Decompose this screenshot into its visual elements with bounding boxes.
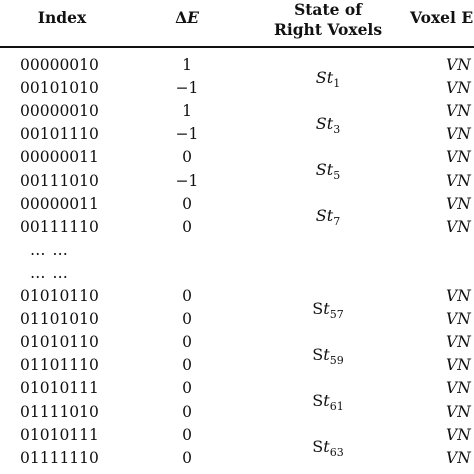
- header-voxel: Voxel E: [410, 8, 474, 27]
- voxel-cell: VN: [446, 79, 471, 98]
- index-cell: 00000010: [20, 56, 99, 74]
- ellipsis-row: … …: [30, 240, 69, 259]
- state-symbol: t: [323, 437, 330, 457]
- delta-variable: E: [187, 8, 199, 27]
- index-cell: 01111110: [20, 448, 99, 467]
- state-symbol: St: [315, 67, 334, 87]
- header-state-line-2: Right Voxels: [273, 20, 383, 39]
- index-cell: 00000011: [20, 194, 99, 213]
- index-cell: 00000010: [20, 102, 99, 121]
- index-cell: 00111010: [20, 171, 99, 190]
- voxel-cell: VN: [446, 379, 471, 398]
- index-cell: 00101010: [20, 79, 99, 98]
- delta-e-cell: −1: [175, 171, 199, 190]
- state-symbol: St: [315, 206, 334, 226]
- index-cell: 00111110: [20, 217, 99, 236]
- header-state-of-right-voxels: State of Right Voxels: [258, 0, 398, 40]
- delta-e-cell: 0: [182, 425, 192, 444]
- index-cell: 01010111: [20, 379, 99, 398]
- state-symbol: St: [315, 113, 334, 133]
- state-subscript: 5: [333, 168, 341, 182]
- header-state-line-1: State of: [294, 0, 362, 19]
- index-cell: 01101010: [20, 310, 99, 329]
- delta-e-cell: 0: [182, 448, 192, 467]
- state-symbol: t: [323, 298, 330, 318]
- delta-e-cell: 0: [182, 310, 192, 329]
- voxel-cell: VN: [446, 171, 471, 190]
- voxel-cell: VN: [446, 125, 471, 144]
- ellipsis-row: … …: [30, 263, 69, 282]
- index-cell: 01010111: [20, 425, 99, 444]
- delta-e-cell: 0: [182, 402, 192, 421]
- voxel-cell: VN: [446, 310, 471, 329]
- delta-e-cell: 0: [182, 287, 192, 305]
- voxel-cell: VN: [446, 148, 471, 167]
- state-subscript: 3: [333, 122, 341, 136]
- index-cell: 01101110: [20, 356, 99, 375]
- state-symbol: t: [323, 344, 330, 364]
- voxel-cell: VN: [446, 402, 471, 421]
- delta-e-cell: 0: [182, 194, 192, 213]
- voxel-cell: VN: [446, 448, 471, 467]
- state-prefix: S: [312, 344, 324, 364]
- state-label: St5: [288, 159, 368, 183]
- state-subscript: 61: [329, 399, 344, 413]
- state-label: St7: [288, 205, 368, 229]
- state-subscript: 63: [329, 446, 344, 460]
- voxel-cell: VN: [446, 56, 471, 74]
- state-subscript: 59: [329, 353, 344, 367]
- delta-e-cell: 0: [182, 217, 192, 236]
- delta-e-cell: −1: [175, 79, 199, 98]
- voxel-cell: VN: [446, 287, 471, 305]
- state-label: St63: [288, 436, 368, 460]
- voxel-cell: VN: [446, 217, 471, 236]
- state-subscript: 7: [333, 215, 341, 229]
- index-cell: 00000011: [20, 148, 99, 167]
- index-cell: 01010110: [20, 333, 99, 352]
- state-subscript: 1: [333, 76, 341, 90]
- state-prefix: S: [312, 390, 324, 410]
- voxel-cell: VN: [446, 333, 471, 352]
- state-prefix: S: [312, 298, 324, 318]
- delta-e-cell: 1: [182, 102, 192, 121]
- state-label: St1: [288, 67, 368, 91]
- delta-e-cell: 0: [182, 356, 192, 375]
- state-label: St61: [288, 390, 368, 414]
- voxel-cell: VN: [446, 194, 471, 213]
- index-cell: 00101110: [20, 125, 99, 144]
- voxel-cell: VN: [446, 425, 471, 444]
- state-symbol: St: [315, 159, 334, 179]
- index-cell: 01010110: [20, 287, 99, 305]
- state-label: St57: [288, 298, 368, 322]
- index-cell: 01111010: [20, 402, 99, 421]
- state-prefix: S: [312, 437, 324, 457]
- delta-e-cell: 1: [182, 56, 192, 74]
- delta-symbol: Δ: [175, 8, 188, 27]
- header-rule: [0, 46, 474, 48]
- state-label: St3: [288, 113, 368, 137]
- header-index: Index: [37, 8, 87, 27]
- delta-e-cell: −1: [175, 125, 199, 144]
- header-delta-e: ΔE: [148, 8, 226, 28]
- voxel-cell: VN: [446, 356, 471, 375]
- state-subscript: 57: [329, 307, 344, 321]
- state-symbol: t: [323, 390, 330, 410]
- voxel-cell: VN: [446, 102, 471, 121]
- state-label: St59: [288, 344, 368, 368]
- delta-e-cell: 0: [182, 379, 192, 398]
- delta-e-cell: 0: [182, 148, 192, 167]
- delta-e-cell: 0: [182, 333, 192, 352]
